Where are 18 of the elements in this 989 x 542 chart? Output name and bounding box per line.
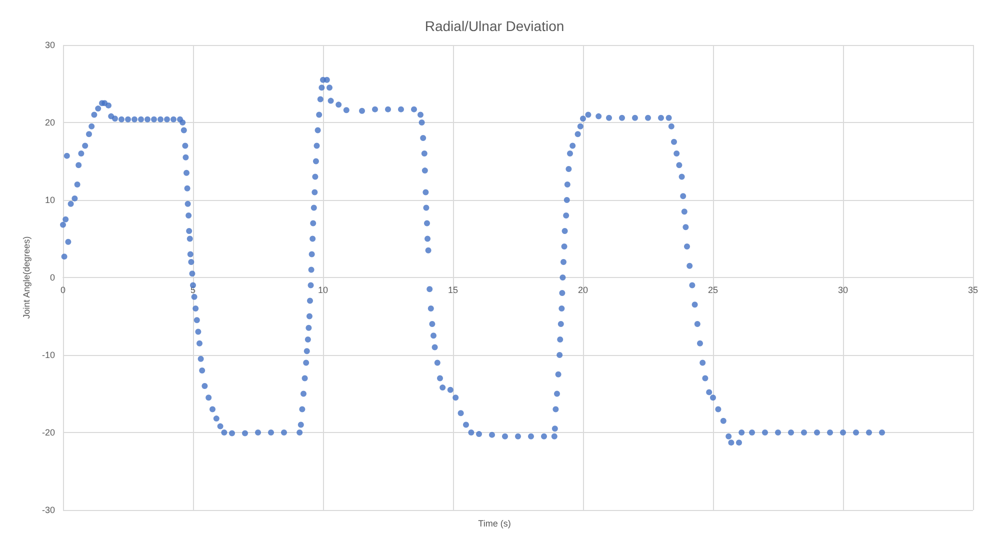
y-tick-label: 0 bbox=[50, 272, 55, 282]
chart-title: Radial/Ulnar Deviation bbox=[424, 18, 564, 34]
y-tick-label: 30 bbox=[44, 40, 55, 50]
x-tick-label: 35 bbox=[968, 285, 978, 295]
y-tick-label: -10 bbox=[42, 350, 55, 360]
y-axis-title: Joint Angle(degrees) bbox=[22, 236, 32, 319]
x-tick-label: 30 bbox=[838, 285, 848, 295]
x-tick-label: 5 bbox=[190, 285, 196, 295]
y-tick-label: -20 bbox=[42, 428, 55, 438]
x-tick-label: 10 bbox=[318, 285, 328, 295]
x-tick-label: 20 bbox=[578, 285, 588, 295]
x-tick-label: 25 bbox=[708, 285, 718, 295]
x-axis-title: Time (s) bbox=[478, 518, 511, 528]
y-tick-label: 20 bbox=[44, 118, 55, 128]
x-tick-label: 15 bbox=[448, 285, 458, 295]
x-tick-label: 0 bbox=[60, 285, 66, 295]
y-tick-label: 10 bbox=[44, 195, 55, 205]
y-tick-label: -30 bbox=[42, 505, 55, 515]
